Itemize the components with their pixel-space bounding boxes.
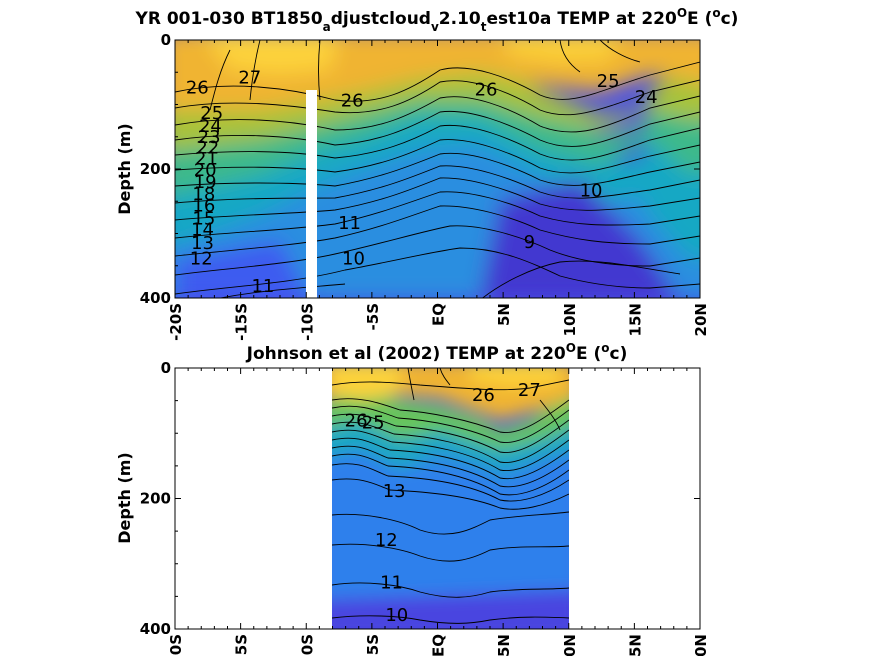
- top-x-tick-label: EQ: [430, 303, 448, 326]
- top-y-axis-label: Depth (m): [115, 123, 134, 215]
- bottom-contour-label: 11: [380, 572, 403, 593]
- bottom-y-ticks: 0 200 400: [140, 359, 700, 638]
- top-title-sub: t: [481, 20, 487, 34]
- top-contour-label: 14: [191, 219, 214, 240]
- bottom-contour-label: 13: [383, 481, 406, 502]
- top-title-part: c): [721, 9, 739, 29]
- top-contour-label: 19: [194, 172, 217, 193]
- bottom-y-axis-label: Depth (m): [115, 452, 134, 544]
- top-contour-label: 25: [200, 103, 223, 124]
- bottom-x-ticks: -20S -15S -10S -5S EQ 5N 10N 15N 20N: [167, 368, 710, 656]
- top-contour-label: 15: [192, 208, 215, 229]
- bottom-panel: Johnson et al (2002) TEMP at 220OE (oc): [115, 341, 710, 656]
- top-missing-data-gap: [306, 90, 317, 298]
- top-title-sub: a: [323, 20, 331, 34]
- top-title-sub: v: [431, 20, 439, 34]
- top-contour-label: 11: [251, 276, 274, 297]
- top-x-tick-label: 5N: [495, 303, 513, 326]
- top-title-part: djustcloud: [331, 9, 431, 29]
- bottom-colormap-field: [332, 368, 569, 629]
- top-y-tick-label: 0: [161, 31, 171, 49]
- bottom-title-sup: O: [566, 341, 576, 355]
- top-title-part: YR 001-030 BT1850: [135, 9, 323, 29]
- bottom-contour-label: 25: [362, 412, 385, 433]
- bottom-title-part: c): [610, 344, 628, 364]
- top-x-tick-label: -5S: [364, 303, 382, 330]
- bottom-x-tick-label: -20S: [167, 634, 185, 656]
- top-y-tick-label: 200: [140, 160, 171, 178]
- bottom-contour-label: 26: [345, 411, 368, 432]
- bottom-title-part: E (: [576, 344, 601, 364]
- bottom-title-sup: o: [601, 341, 609, 355]
- bottom-x-tick-label: 5N: [495, 634, 513, 656]
- bottom-contour-label: 12: [375, 530, 398, 551]
- bottom-y-tick-label: 200: [140, 490, 171, 508]
- bottom-chart-title: Johnson et al (2002) TEMP at 220OE (oc): [246, 341, 628, 364]
- top-colormap-field: [175, 40, 700, 298]
- bottom-x-tick-label: 10N: [561, 634, 579, 656]
- top-x-tick-label: -10S: [298, 303, 316, 341]
- bottom-x-tick-label: -15S: [233, 634, 251, 656]
- top-contour-label: 27: [238, 68, 261, 89]
- top-contour-label: 20: [194, 160, 217, 181]
- top-contour-label: 9: [524, 232, 535, 253]
- top-contour-label: 13: [191, 233, 214, 254]
- bottom-x-tick-label: -5S: [364, 634, 382, 656]
- top-y-tick-label: 400: [140, 289, 171, 307]
- top-title-part: est10a TEMP at 220: [487, 9, 678, 29]
- top-contour-label: 23: [198, 127, 221, 148]
- bottom-y-tick-label: 0: [161, 359, 171, 377]
- bottom-contour-label: 26: [472, 385, 495, 406]
- top-x-tick-label: -20S: [167, 303, 185, 341]
- top-title-sup: o: [712, 6, 720, 20]
- bottom-x-tick-label: -10S: [298, 634, 316, 656]
- top-contour-label: 18: [192, 184, 215, 205]
- top-panel: YR 001-030 BT1850adjustcloudv2.10test10a…: [115, 6, 738, 341]
- bottom-contour-label: 27: [518, 380, 541, 401]
- top-contour-label: 24: [635, 87, 658, 108]
- top-x-tick-label: -15S: [233, 303, 251, 341]
- top-contour-label: 16: [192, 195, 215, 216]
- top-contour-label: 22: [196, 137, 219, 158]
- top-y-ticks: 0 200 400: [140, 31, 700, 307]
- top-contour-label: 26: [341, 90, 364, 111]
- top-contour-label: 26: [186, 77, 209, 98]
- top-contour-label: 21: [195, 148, 218, 169]
- top-contour-label: 26: [475, 79, 498, 100]
- bottom-x-tick-label: 20N: [692, 634, 710, 656]
- top-title-part: E (: [687, 9, 712, 29]
- top-contour-label: 24: [199, 116, 222, 137]
- top-contour-labels: 2726252423222120191816151413121126101126…: [186, 68, 658, 297]
- top-contour-lines: [175, 40, 700, 298]
- top-contour-label: 10: [342, 248, 365, 269]
- top-contour-label: 12: [190, 248, 213, 269]
- bottom-y-tick-label: 400: [140, 620, 171, 638]
- top-x-ticks: -20S -15S -10S -5S EQ 5N 10N 15N 20N: [167, 40, 710, 341]
- bottom-contour-lines: [332, 368, 569, 624]
- top-title-part: 2.10: [439, 9, 481, 29]
- top-title-sup: O: [677, 6, 687, 20]
- top-contour-label: 10: [580, 181, 603, 202]
- bottom-x-tick-label: 15N: [626, 634, 644, 656]
- bottom-title-part: Johnson et al (2002) TEMP at 220: [246, 344, 566, 364]
- top-x-tick-label: 20N: [692, 303, 710, 336]
- top-contour-label: 11: [338, 213, 361, 234]
- top-contour-label: 25: [597, 71, 620, 92]
- top-chart-title: YR 001-030 BT1850adjustcloudv2.10test10a…: [135, 6, 739, 34]
- bottom-x-tick-label: EQ: [430, 634, 448, 656]
- bottom-contour-label: 10: [385, 605, 408, 626]
- top-x-tick-label: 10N: [561, 303, 579, 336]
- top-x-tick-label: 15N: [626, 303, 644, 336]
